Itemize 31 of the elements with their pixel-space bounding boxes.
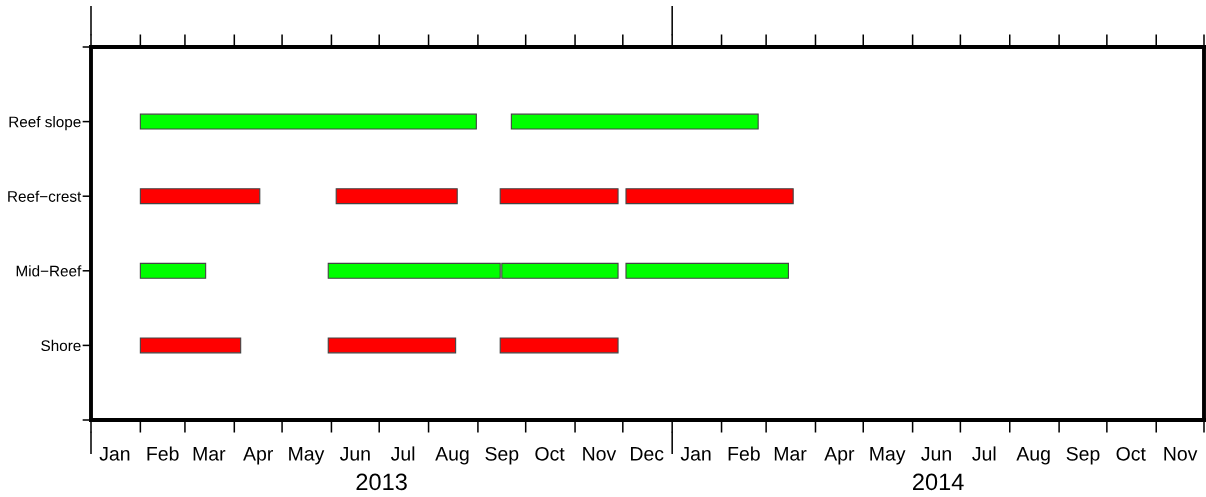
bar	[499, 337, 619, 354]
x-tick-label: Mar	[193, 447, 226, 461]
x-tick-label: Dec	[631, 447, 664, 461]
x-tick-label: Sep	[485, 446, 519, 465]
x-tick-label: Oct	[1116, 446, 1146, 461]
y-tick-label: Shore	[41, 339, 81, 352]
y-tick-label: Reef−crest	[8, 190, 82, 202]
x-tick-label: Nov	[1164, 447, 1198, 461]
x-tick-label: Sep	[1066, 446, 1100, 465]
y-tick-label: Reef slope	[9, 116, 81, 131]
x-tick-label: May	[870, 447, 906, 465]
x-tick-label: Jun	[339, 447, 370, 461]
x-tick-label: Jan	[680, 447, 711, 461]
x-tick-label: Feb	[728, 446, 760, 461]
x-tick-label: Aug	[1016, 447, 1050, 465]
x-tick-label: Jul	[390, 446, 415, 461]
x-tick-label: Oct	[535, 446, 565, 461]
text: 2014	[913, 473, 964, 491]
x-tick-label: Jul	[972, 446, 996, 461]
y-tick-label: Mid−Reef	[16, 265, 82, 277]
x-tick-label: Mar	[774, 447, 807, 461]
x-tick-label: Jun	[921, 447, 951, 461]
x-tick-label: Apr	[243, 447, 273, 465]
x-tick-label: Nov	[583, 447, 617, 461]
x-tick-label: Apr	[824, 447, 855, 465]
x-tick-label: Feb	[147, 446, 179, 461]
x-tick-label: May	[289, 447, 325, 465]
bar	[499, 188, 619, 205]
text: 2013	[356, 473, 407, 491]
x-tick-label: Jan	[99, 447, 130, 461]
x-tick-label: Aug	[435, 447, 469, 465]
